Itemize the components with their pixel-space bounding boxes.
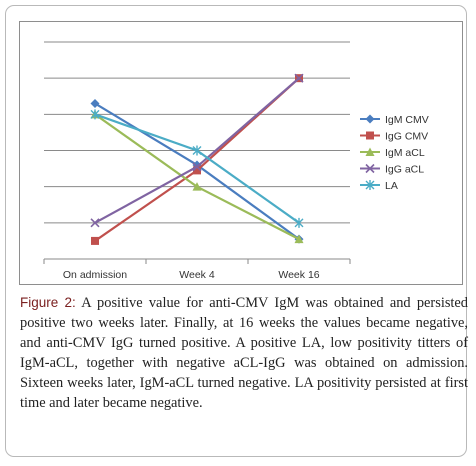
legend-label-igg-cmv: IgG CMV [385, 131, 428, 143]
x-tick-label: Week 16 [278, 269, 319, 281]
legend-label-igm-acl: IgM aCL [385, 147, 425, 159]
legend-marker-igg-cmv [366, 131, 374, 140]
legend-label-la: LA [385, 180, 398, 192]
data-point-igg-cmv [91, 236, 99, 245]
x-tick-label: Week 4 [179, 269, 215, 281]
data-point-la [294, 217, 304, 228]
figure-caption: Figure 2: A positive value for anti-CMV … [20, 293, 468, 413]
legend-marker-igm-cmv [365, 114, 375, 124]
data-point-igm-acl [294, 234, 304, 244]
legend-marker-igm-acl [365, 147, 375, 156]
data-point-igm-acl [192, 182, 202, 191]
data-point-igg-cmv [193, 166, 201, 175]
x-tick-label: On admission [63, 269, 127, 281]
data-point-igg-acl [192, 162, 202, 172]
line-chart: On admission Week 4 Week 16 IgM CMV IgG CMV I… [43, 41, 429, 281]
data-point-la [192, 145, 202, 156]
figure-frame: On admission Week 4 Week 16 IgM CMV IgG CMV I… [5, 5, 468, 457]
data-point-igg-acl [294, 73, 304, 83]
data-point-la [90, 109, 100, 120]
caption-number: 2: [64, 295, 76, 310]
caption-label: Figure [20, 295, 59, 310]
data-point-igg-acl [90, 218, 100, 228]
data-point-igm-cmv [90, 98, 100, 108]
legend-label-igm-cmv: IgM CMV [385, 114, 429, 126]
legend-marker-igg-acl [365, 163, 375, 174]
legend-marker-la [365, 180, 375, 190]
legend-label-igg-acl: IgG aCL [385, 164, 424, 176]
caption-text: A positive value for anti-CMV IgM was ob… [20, 295, 468, 411]
chart-panel: On admission Week 4 Week 16 IgM CMV IgG CMV I… [19, 21, 463, 285]
